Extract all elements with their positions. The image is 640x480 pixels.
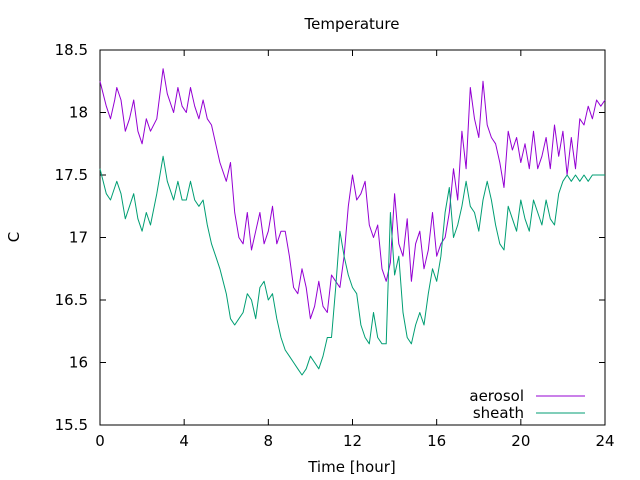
- y-tick-label: 18.5: [55, 41, 88, 59]
- y-tick-label: 17: [69, 229, 88, 247]
- x-tick-label: 16: [427, 432, 446, 450]
- series-line-aerosol: [99, 68, 606, 320]
- y-axis: 15.5 16 16.5 17 17.5 18 18.5: [55, 41, 605, 434]
- x-tick-label: 12: [343, 432, 362, 450]
- legend-label-aerosol: aerosol: [469, 387, 524, 405]
- x-tick-label: 4: [179, 432, 189, 450]
- plot-frame: [99, 49, 606, 426]
- series-line-sheath: [99, 155, 605, 376]
- x-tick-label: 0: [95, 432, 105, 450]
- y-tick-label: 18: [69, 104, 88, 122]
- x-axis: 0 4 8 12 16 20 24: [95, 50, 615, 450]
- y-tick-label: 16: [69, 354, 88, 372]
- chart-title: Temperature: [303, 15, 399, 33]
- y-tick-label: 15.5: [55, 416, 88, 434]
- legend-label-sheath: sheath: [473, 404, 524, 422]
- x-tick-label: 24: [595, 432, 614, 450]
- series-layer: [99, 68, 606, 376]
- y-tick-label: 17.5: [55, 166, 88, 184]
- x-tick-label: 20: [511, 432, 530, 450]
- x-axis-label: Time [hour]: [307, 458, 396, 476]
- y-tick-label: 16.5: [55, 291, 88, 309]
- y-axis-label: C: [5, 232, 23, 242]
- x-tick-label: 8: [264, 432, 274, 450]
